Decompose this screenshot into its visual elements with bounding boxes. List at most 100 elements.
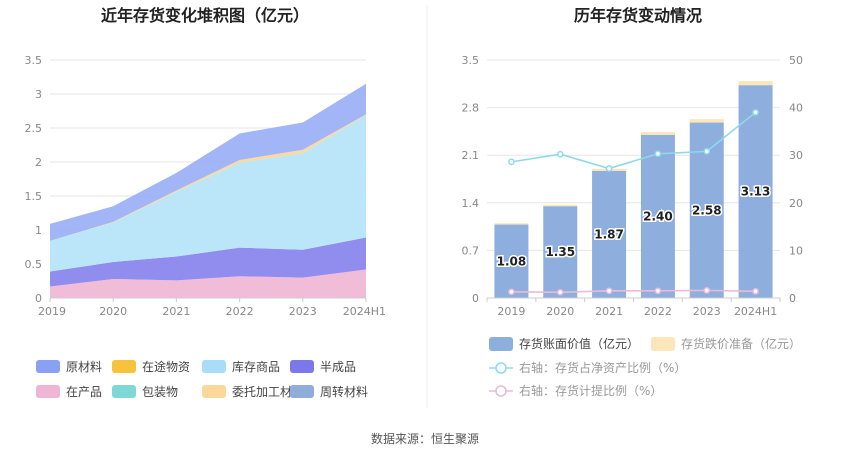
right-x-tick-label: 2021 (595, 305, 623, 318)
legend-swatch (112, 385, 136, 398)
legend-label: 周转材料 (320, 384, 368, 399)
bar-value-label: 2.40 (643, 209, 673, 223)
left-y-tick-label: 2.5 (25, 122, 43, 135)
area-series-0 (50, 269, 366, 298)
legend-label: 在途物资 (142, 359, 190, 374)
line-point-0 (605, 165, 613, 172)
legend-swatch (202, 360, 226, 373)
right-x-tick-label: 2019 (497, 305, 525, 318)
legend-swatch (290, 385, 314, 398)
right-y2-axis-ticks: 0 10 20 30 40 50 (789, 54, 803, 305)
right-y-tick-label: 1.4 (462, 197, 480, 210)
line-point-1 (556, 288, 564, 296)
right-y2-tick-label: 50 (789, 54, 803, 67)
left-y-tick-label: 3 (35, 88, 42, 101)
legend-swatch (290, 360, 314, 373)
right-y2-tick-label: 20 (789, 197, 803, 210)
left-y-tick-label: 2 (35, 156, 42, 169)
bar-value-label: 2.58 (692, 203, 722, 217)
line-point-0 (654, 150, 662, 158)
right-x-tick-label: 2024H1 (734, 305, 777, 318)
right-y-axis-ticks: 0 0.7 1.4 2.1 2.8 3.5 (462, 54, 480, 305)
legend-label: 在产品 (66, 385, 102, 399)
right-x-tick-label: 2020 (546, 305, 574, 318)
right-y-tick-label: 0.7 (462, 244, 480, 257)
left-x-tick-label: 2020 (99, 305, 127, 318)
line-point-1 (508, 288, 515, 296)
left-x-tick-label: 2022 (226, 305, 254, 318)
bar-book-value (640, 134, 675, 298)
data-source-footer: 数据来源：恒生聚源 (371, 431, 479, 446)
right-y2-tick-label: 10 (789, 244, 803, 257)
legend-swatch (112, 360, 136, 373)
right-y-tick-label: 3.5 (462, 54, 480, 67)
bar-value-label: 1.08 (497, 254, 527, 268)
left-y-tick-label: 3.5 (25, 54, 43, 67)
right-y2-tick-label: 30 (789, 149, 803, 162)
left-x-tick-label: 2021 (162, 305, 190, 318)
right-y-tick-label: 2.8 (462, 102, 480, 115)
legend-label: 半成品 (320, 360, 356, 374)
legend-label: 右轴：存货占净资产比例（%） (519, 360, 686, 375)
line-point-0 (556, 150, 564, 158)
left-stacked-areas (50, 83, 366, 298)
area-series-2 (50, 115, 366, 272)
left-x-tick-label: 2024H1 (343, 305, 386, 318)
right-lines (508, 109, 759, 296)
line-point-1 (654, 287, 662, 295)
bar-impairment (689, 119, 724, 123)
legend-line-marker (495, 362, 507, 374)
legend-label: 委托加工材料 (232, 385, 304, 399)
legend-swatch (36, 360, 60, 373)
legend-label: 存货跌价准备（亿元） (681, 336, 801, 351)
legend-swatch (202, 385, 226, 398)
legend-line-marker (495, 385, 507, 397)
area-series-1 (50, 237, 366, 287)
left-x-tick-label: 2019 (38, 305, 66, 318)
legend-swatch (36, 385, 60, 398)
bar-value-label: 1.87 (594, 227, 624, 241)
bar-impairment (543, 204, 578, 207)
right-y-tick-label: 0 (472, 292, 479, 305)
left-x-tick-label: 2023 (289, 305, 317, 318)
bar-impairment (640, 132, 675, 135)
left-y-tick-label: 1 (35, 224, 42, 237)
line-point-0 (703, 148, 711, 155)
legend-label: 原材料 (66, 360, 102, 374)
line-point-1 (752, 287, 759, 295)
left-y-tick-label: 0 (35, 292, 42, 305)
left-y-tick-label: 1.5 (25, 190, 43, 203)
right-bars: 1.08 1.35 1.87 2.40 2.58 3.13 (494, 81, 773, 298)
legend-label: 右轴：存货计提比例（%） (519, 383, 662, 398)
right-y-tick-label: 2.1 (462, 149, 480, 162)
bar-impairment (738, 81, 773, 86)
bar-book-value (494, 224, 529, 298)
legend-label: 存货账面价值（亿元） (519, 336, 639, 351)
left-y-tick-label: 0.5 (25, 258, 43, 271)
bar-value-label: 3.13 (741, 185, 771, 199)
legend-swatch (489, 337, 513, 351)
left-x-axis-ticks: 2019 2020 2021 2022 2023 2024H1 (38, 298, 386, 318)
left-chart-title: 近年存货变化堆积图（亿元） (101, 6, 309, 25)
line-point-1 (605, 287, 613, 295)
legend-swatch (651, 337, 675, 351)
bar-book-value (592, 170, 627, 298)
right-x-tick-label: 2023 (693, 305, 721, 318)
area-series-7 (50, 83, 366, 241)
line-series-1 (511, 289, 756, 294)
right-chart-title: 历年存货变动情况 (574, 6, 702, 25)
line-point-0 (752, 109, 759, 116)
line-series-0 (511, 111, 757, 170)
line-point-0 (508, 158, 515, 166)
line-point-1 (703, 287, 711, 294)
legend-label: 包装物 (142, 385, 178, 399)
right-gridlines (487, 59, 780, 251)
right-x-tick-label: 2022 (644, 305, 672, 318)
bar-book-value (543, 206, 578, 298)
bar-impairment (494, 223, 529, 225)
right-y2-tick-label: 40 (789, 102, 803, 115)
legend-label: 库存商品 (232, 359, 280, 374)
right-y2-tick-label: 0 (789, 292, 796, 305)
